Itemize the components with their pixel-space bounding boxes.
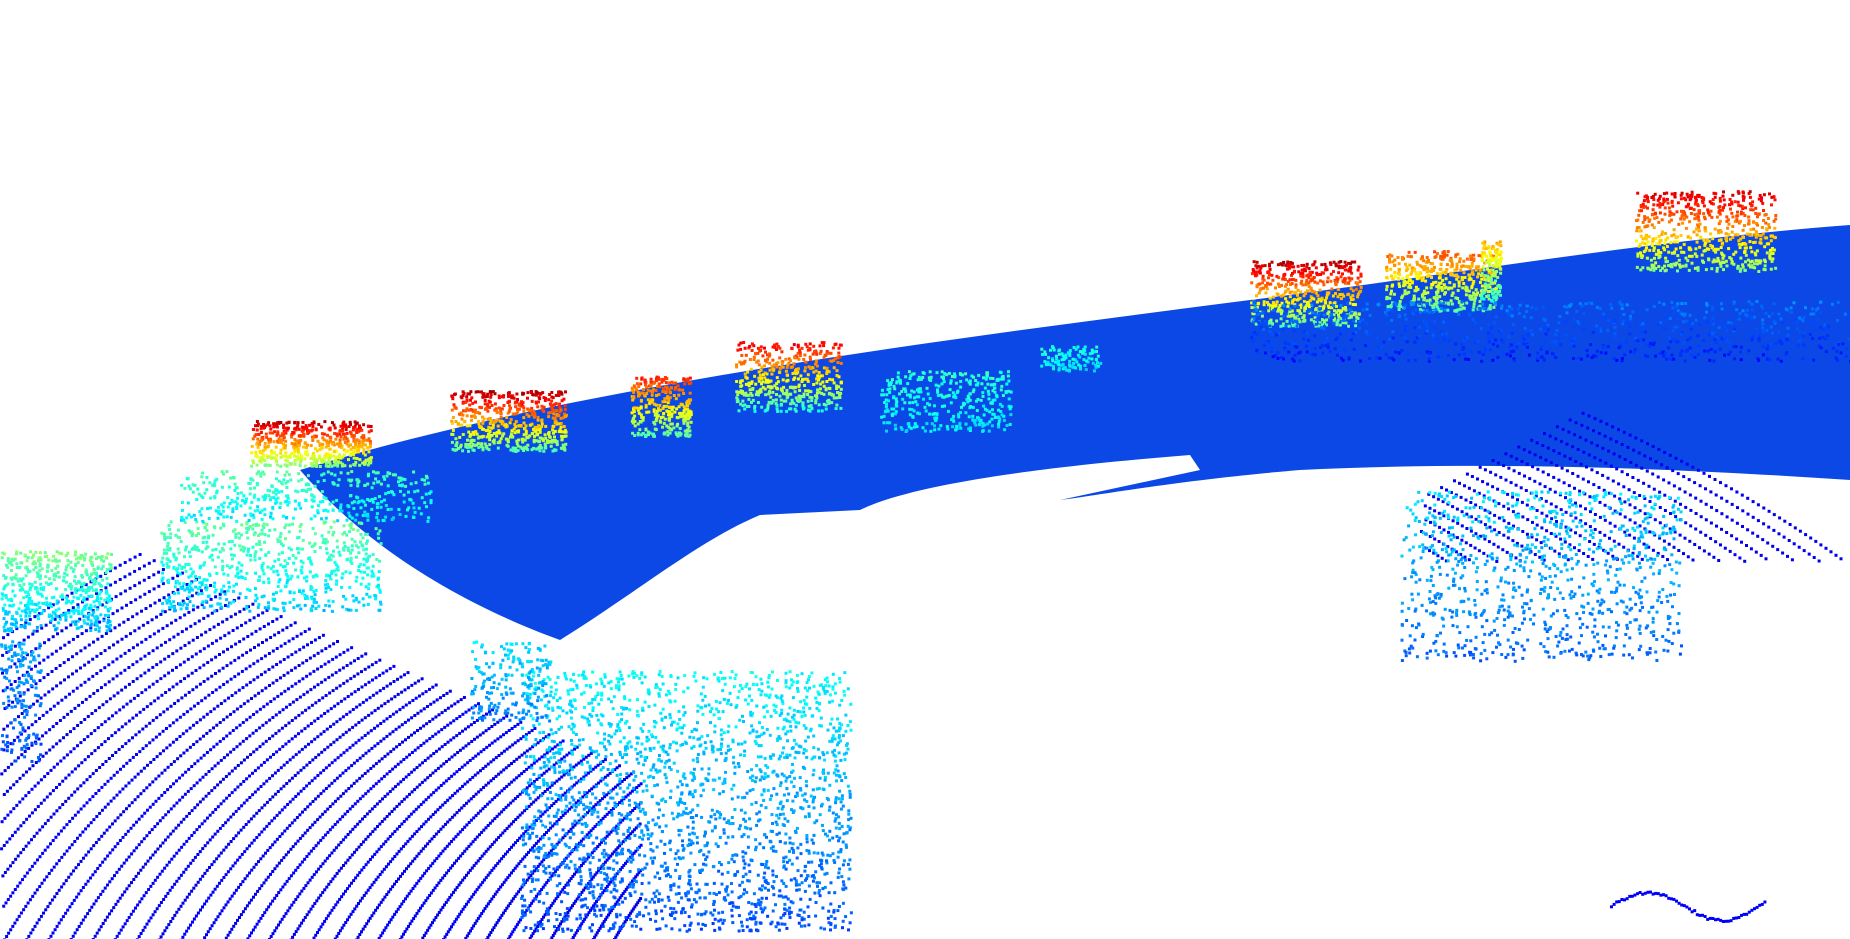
object-cluster	[450, 390, 568, 453]
road-surface	[300, 225, 1850, 640]
object-points	[0, 190, 1850, 933]
object-cluster	[880, 370, 1013, 433]
object-cluster	[1040, 345, 1103, 373]
object-cluster	[1480, 240, 1503, 303]
object-cluster	[520, 670, 853, 933]
object-cluster	[0, 550, 113, 633]
object-cluster	[1635, 190, 1778, 273]
object-cluster	[630, 375, 693, 438]
object-cluster	[160, 520, 383, 613]
ground-points	[0, 225, 1850, 939]
object-cluster	[1400, 490, 1683, 663]
object-cluster	[1250, 300, 1850, 363]
object-cluster	[0, 640, 43, 763]
object-cluster	[735, 341, 843, 413]
object-cluster	[250, 420, 373, 468]
object-cluster	[470, 640, 553, 723]
object-cluster	[1250, 260, 1363, 328]
object-cluster	[180, 470, 433, 523]
